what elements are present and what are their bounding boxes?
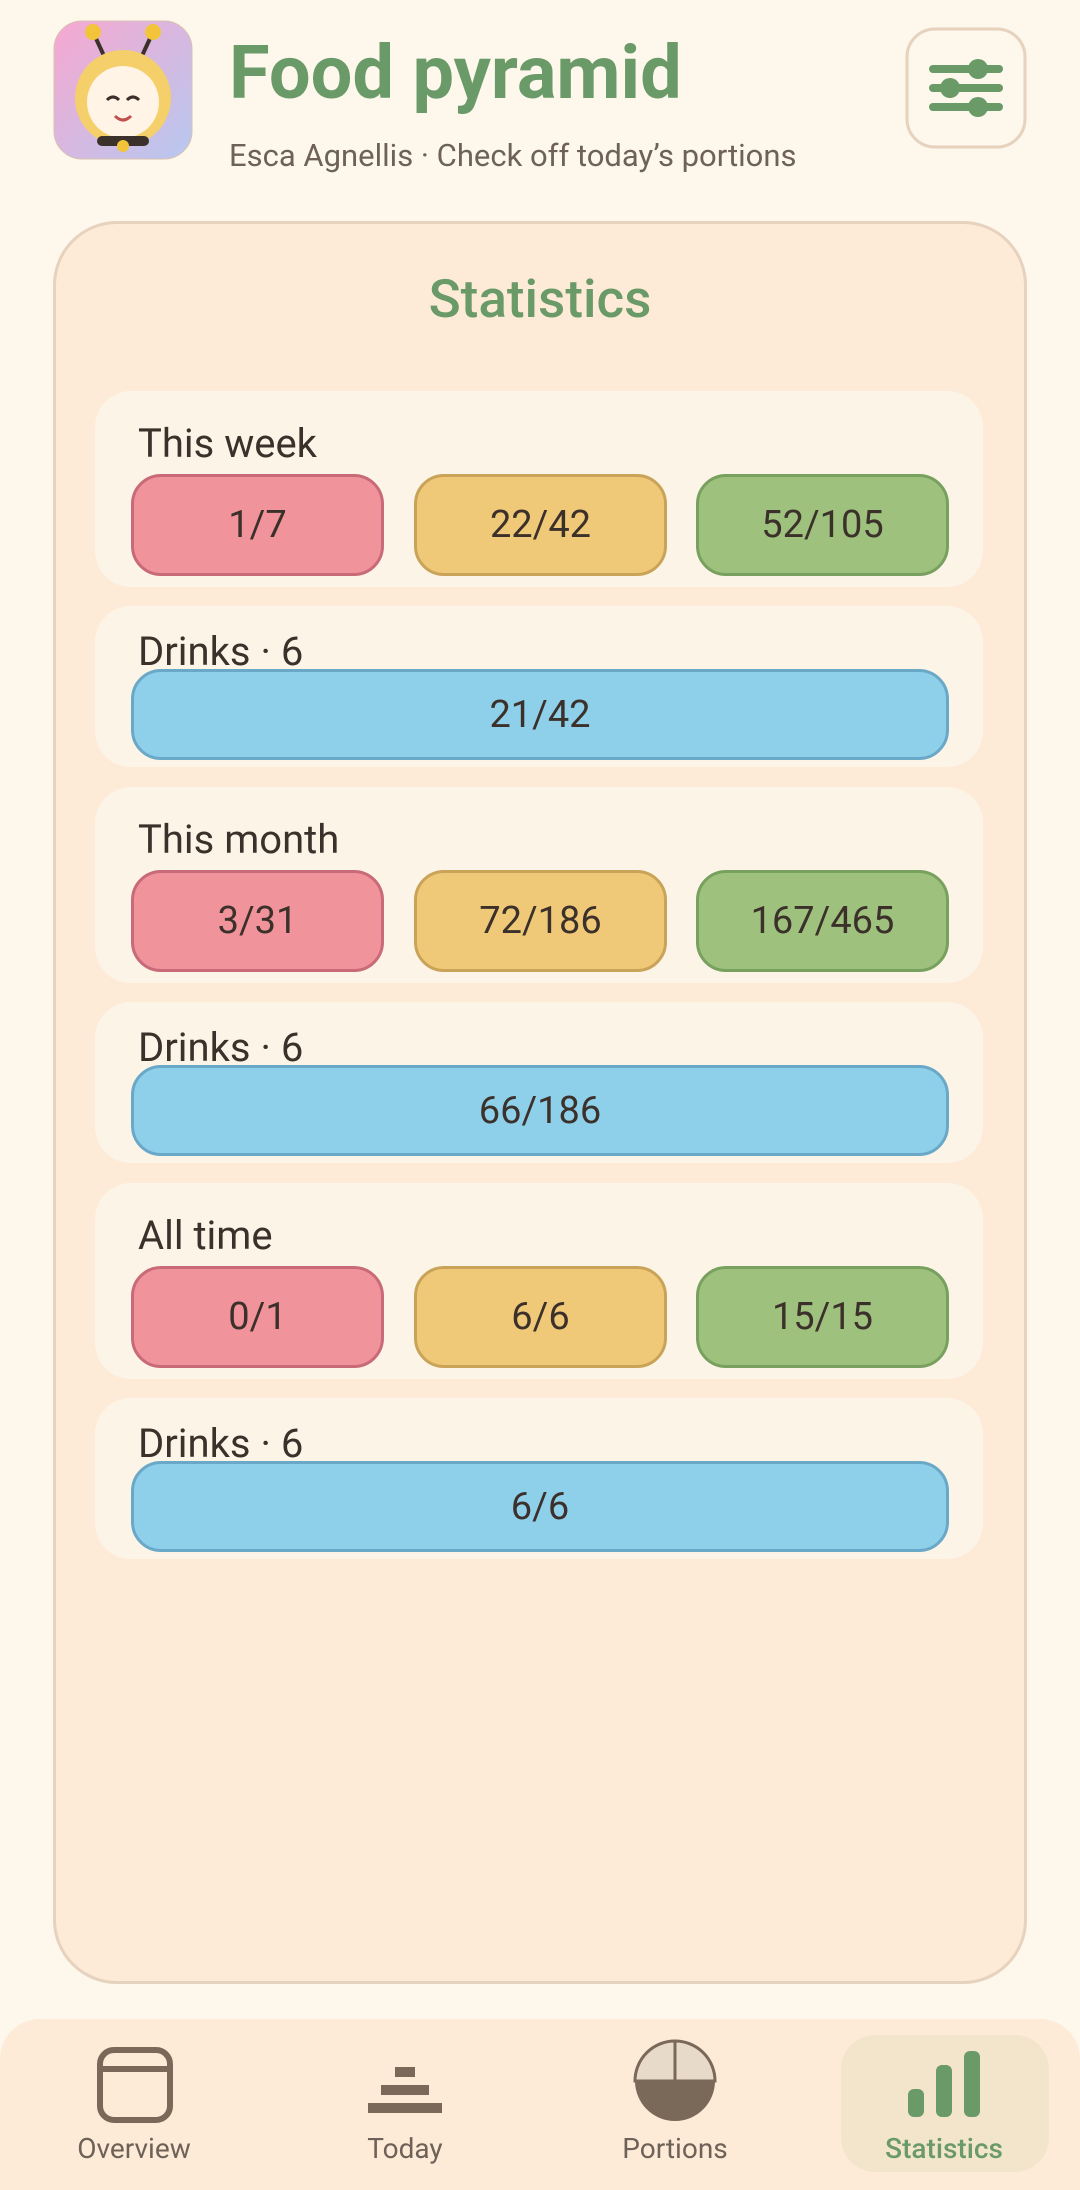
drinks-bar: 6/6 (131, 1461, 949, 1552)
stat-pill: 6/6 (414, 1266, 667, 1368)
nav-tab[interactable]: Statistics (885, 2132, 1003, 2165)
settings-button[interactable] (905, 27, 1027, 149)
drinks-label: Drinks · 6 (138, 628, 304, 675)
nav-tab[interactable]: Today (367, 2132, 443, 2165)
section-label: This month (138, 816, 340, 863)
stat-pill: 3/31 (131, 870, 384, 972)
nav-tab[interactable]: Overview (77, 2132, 191, 2165)
drinks-label: Drinks · 6 (138, 1420, 304, 1467)
stats-title: Statistics (428, 268, 652, 330)
app-icon (53, 20, 193, 160)
stat-pill: 15/15 (696, 1266, 949, 1368)
nav-icons (97, 2039, 980, 2123)
stat-pill: 22/42 (414, 474, 667, 576)
stat-pill: 52/105 (696, 474, 949, 576)
section-label: All time (138, 1212, 273, 1259)
stat-pill: 72/186 (414, 870, 667, 972)
stat-pill: 0/1 (131, 1266, 384, 1368)
stat-pill: 167/465 (696, 870, 949, 972)
drinks-label: Drinks · 6 (138, 1024, 304, 1071)
drinks-bar: 21/42 (131, 669, 949, 760)
drinks-bar: 66/186 (131, 1065, 949, 1156)
section-label: This week (138, 420, 317, 467)
stat-pill: 1/7 (131, 474, 384, 576)
nav-tab[interactable]: Portions (622, 2132, 728, 2165)
app-title: Food pyramid (229, 30, 682, 117)
app-subtitle: Esca Agnellis · Check off today’s portio… (229, 137, 797, 174)
